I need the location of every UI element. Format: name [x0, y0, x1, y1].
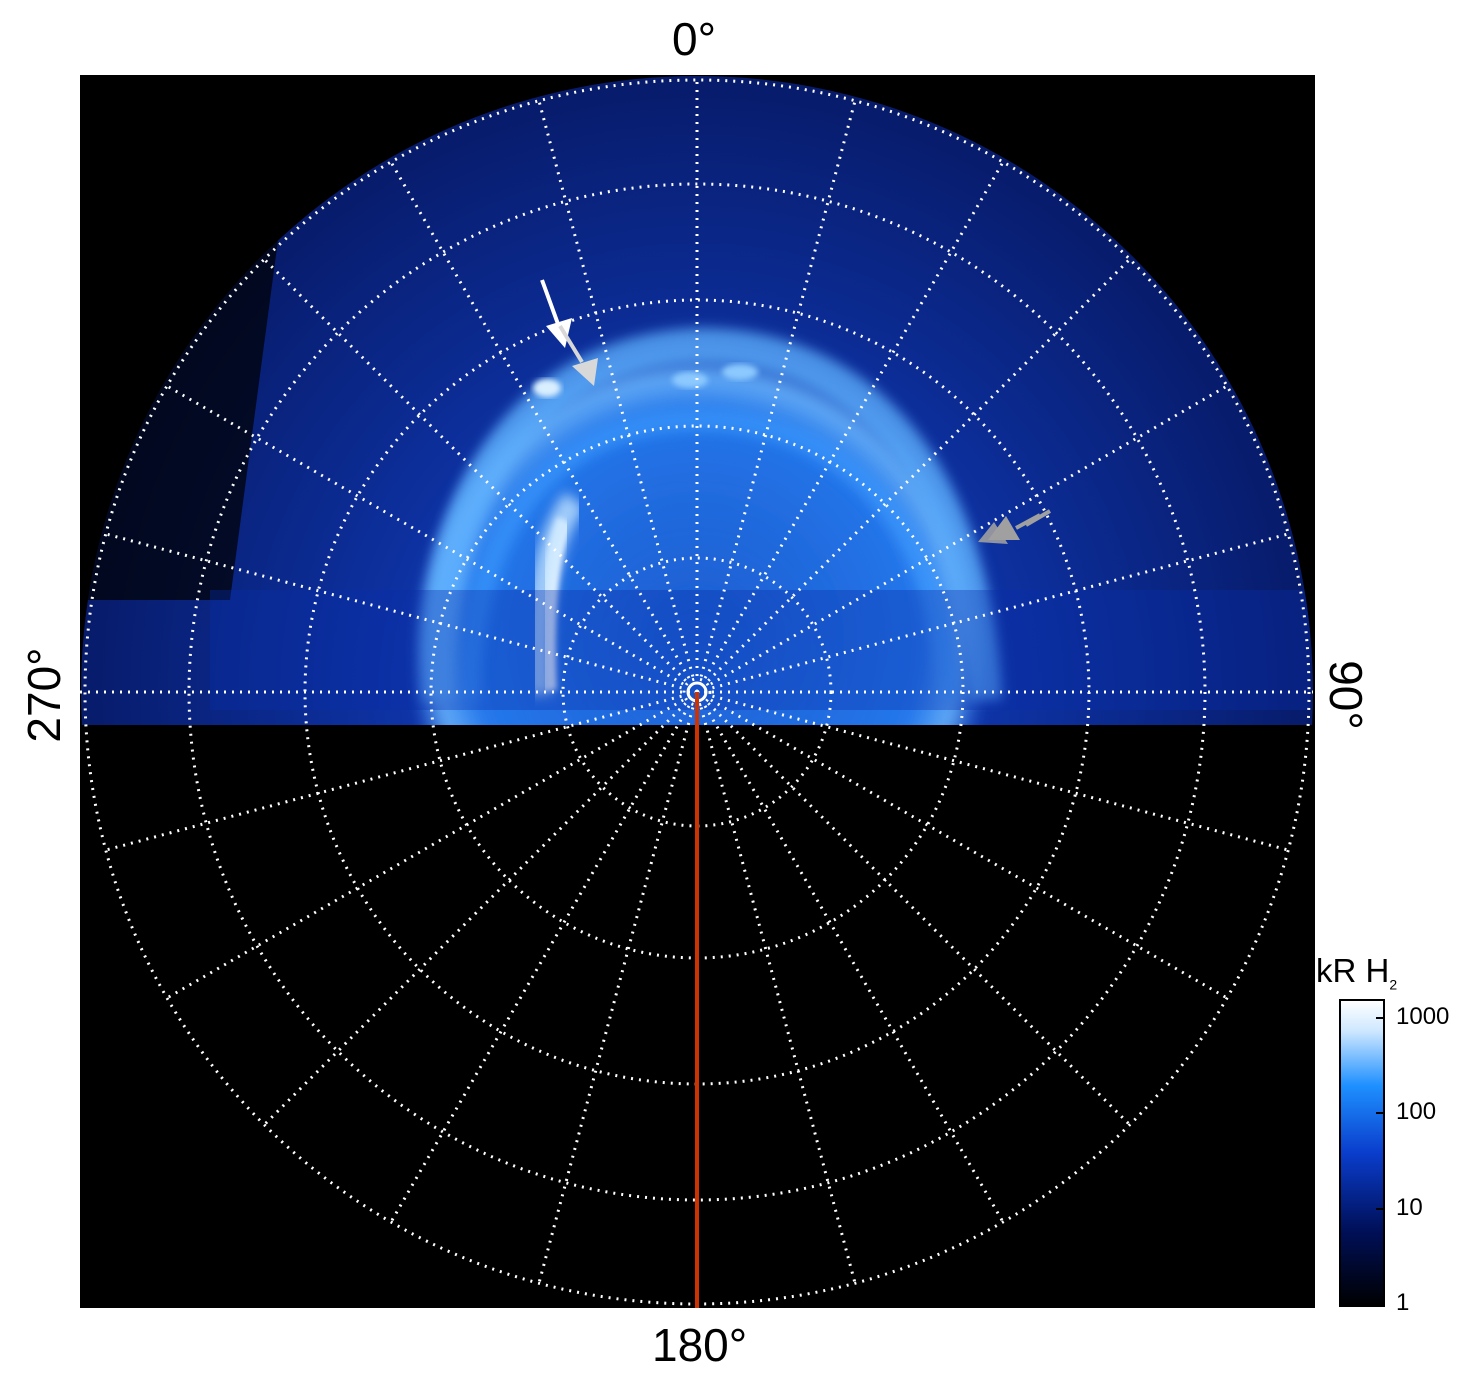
direction-label-left: 270° [18, 647, 70, 743]
direction-label-right: 90° [1320, 660, 1372, 730]
direction-label-top: 0° [672, 13, 716, 65]
colorbar-tick-label: 1 [1396, 1289, 1410, 1316]
colorbar-tick-label: 1000 [1396, 1003, 1450, 1030]
colorbar-title: kR H2 [1316, 952, 1397, 993]
direction-label-bottom: 180° [652, 1319, 748, 1371]
colorbar-tick-label: 100 [1396, 1098, 1437, 1125]
longitude-grid [80, 80, 1313, 1284]
white-arrow-icon [540, 279, 572, 348]
colorbar-title-main: kR H [1316, 952, 1390, 989]
colorbar-tick-label: 10 [1396, 1194, 1423, 1221]
colorbar [1339, 999, 1385, 1307]
gray-arrow-icon-2 [978, 513, 1041, 544]
colorbar-title-sub: 2 [1389, 976, 1398, 993]
bright-spot [533, 379, 561, 397]
light-gray-arrow-icon [558, 324, 598, 386]
